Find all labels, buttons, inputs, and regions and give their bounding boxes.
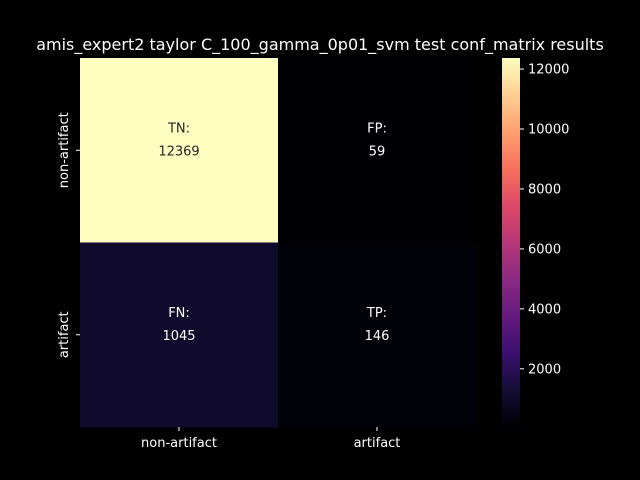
- x-tick-label: non-artifact: [141, 436, 217, 451]
- y-tick-label: artifact: [57, 311, 72, 358]
- colorbar-tick-label: 10000: [528, 123, 569, 138]
- cell-category-label: FP:: [367, 121, 387, 136]
- chart-title: amis_expert2 taylor C_100_gamma_0p01_svm…: [36, 35, 604, 55]
- colorbar-tick-label: 4000: [528, 302, 561, 317]
- heatmap-cells: [80, 58, 477, 428]
- colorbar-tick-label: 6000: [528, 242, 561, 257]
- heatmap-cell-0-0: [80, 58, 279, 243]
- cell-category-label: TN:: [167, 121, 190, 136]
- y-axis: non-artifact artifact: [57, 112, 80, 358]
- x-axis: non-artifact artifact: [141, 427, 400, 451]
- colorbar-gradient: [502, 58, 520, 427]
- y-tick-label: non-artifact: [57, 112, 72, 188]
- heatmap-cell-0-1: [278, 58, 477, 243]
- cell-category-label: FN:: [168, 306, 190, 321]
- cell-category-label: TP:: [366, 306, 387, 321]
- heatmap-cell-1-1: [278, 242, 477, 428]
- cell-value-label: 59: [369, 144, 386, 159]
- cell-value-label: 12369: [158, 144, 199, 159]
- colorbar-tick-label: 2000: [528, 362, 561, 377]
- colorbar-tick-label: 8000: [528, 182, 561, 197]
- colorbar-tick-label: 12000: [528, 63, 569, 78]
- cell-value-label: 1045: [162, 329, 195, 344]
- heatmap-cell-1-0: [80, 242, 279, 428]
- x-tick-label: artifact: [354, 436, 401, 451]
- colorbar: 2000 4000 6000 8000 10000 12000: [502, 58, 569, 427]
- cell-labels: TN: 12369 FP: 59 FN: 1045 TP: 146: [158, 121, 389, 344]
- cell-value-label: 146: [365, 329, 390, 344]
